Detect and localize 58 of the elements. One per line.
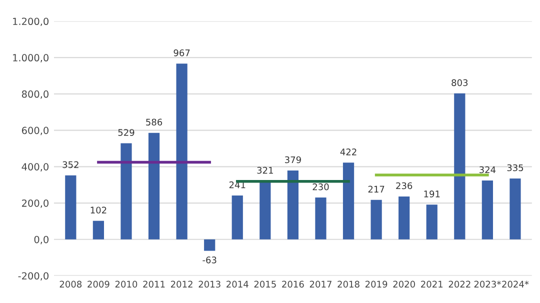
bar: [120, 143, 132, 240]
x-tick-label: 2011: [143, 280, 165, 288]
data-label: 335: [507, 164, 524, 172]
data-label: 379: [285, 156, 301, 164]
x-tick-label: 2022: [448, 280, 470, 288]
data-label: 586: [146, 118, 162, 126]
y-tick-label: 0,0: [34, 236, 48, 244]
data-label: 321: [257, 166, 273, 174]
x-tick-label: 2019: [365, 280, 388, 288]
data-label: 967: [174, 49, 190, 56]
y-tick-label: 600,0: [22, 126, 48, 136]
bar: [454, 93, 466, 240]
bar: [260, 181, 271, 240]
bar: [176, 64, 188, 240]
bar: [204, 239, 216, 251]
data-label: 422: [340, 148, 356, 156]
x-tick-label: 2012: [170, 280, 192, 288]
x-tick-label: 2018: [338, 280, 360, 288]
y-tick-label: 1.000,0: [13, 54, 48, 62]
bar: [398, 196, 410, 240]
y-tick-label: 200,0: [22, 199, 48, 208]
data-label: 352: [62, 161, 78, 168]
data-label: 230: [312, 183, 329, 190]
x-tick-label: 2023*: [474, 280, 501, 288]
x-tick-label: 2020: [393, 280, 415, 288]
y-tick-label: 400,0: [22, 163, 48, 172]
bar: [65, 175, 76, 240]
y-tick-label: 1.200,0: [13, 18, 48, 26]
bar: [92, 220, 104, 240]
x-tick-label: 2014: [226, 280, 248, 288]
data-label: 803: [452, 79, 468, 86]
bar: [426, 204, 438, 240]
x-tick-label: 2010: [115, 280, 138, 288]
y-tick-label: -200,0: [18, 272, 48, 281]
x-tick-label: 2017: [310, 280, 332, 288]
x-tick-label: 2009: [88, 280, 110, 288]
data-label: 324: [480, 166, 496, 174]
x-tick-label: 2016: [282, 280, 304, 288]
bar: [370, 200, 382, 240]
bar: [148, 132, 160, 240]
x-tick-label: 2013: [198, 280, 220, 288]
data-label: 191: [424, 190, 440, 198]
bar: [482, 180, 493, 240]
data-label: 217: [368, 186, 384, 192]
bar: [232, 196, 243, 240]
x-tick-label: 2008: [60, 280, 82, 288]
x-tick-label: 2021: [421, 280, 443, 288]
x-tick-label: 2015: [254, 280, 276, 288]
bar: [287, 170, 299, 240]
data-label: 529: [118, 129, 134, 136]
data-label: -63: [202, 256, 216, 264]
x-tick-label: 2024*: [502, 280, 529, 288]
bar: [315, 198, 326, 240]
y-tick-label: 800,0: [22, 90, 48, 99]
bar: [342, 162, 354, 240]
bar: [510, 178, 521, 240]
data-label: 102: [90, 206, 106, 214]
data-label: 236: [396, 182, 412, 190]
